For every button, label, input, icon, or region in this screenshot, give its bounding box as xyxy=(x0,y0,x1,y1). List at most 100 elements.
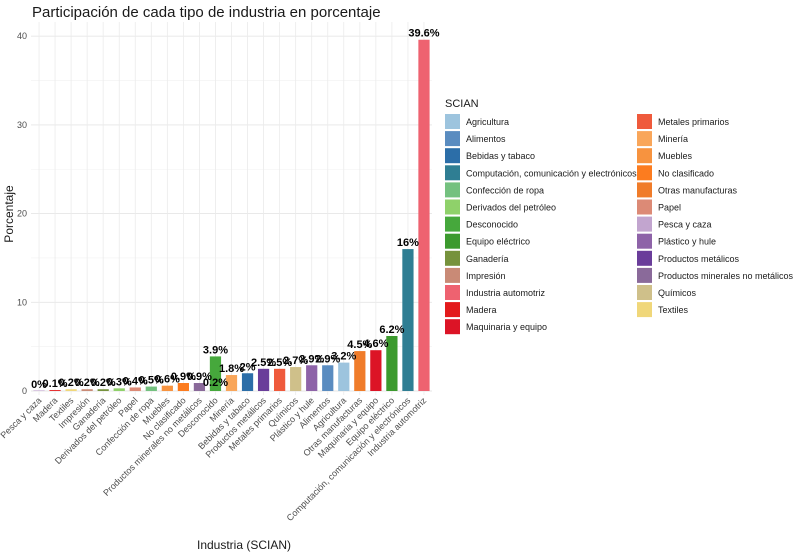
data-label: 4.5% xyxy=(347,339,372,351)
data-label: 0% xyxy=(31,379,47,391)
bar xyxy=(193,383,206,391)
legend-swatch xyxy=(445,182,460,198)
data-label: 0.2% xyxy=(75,377,100,389)
legend-swatch xyxy=(637,250,652,266)
bar xyxy=(177,383,189,391)
data-label: 2.5% xyxy=(267,357,292,369)
legend-swatch xyxy=(445,233,460,249)
legend-swatch xyxy=(637,131,652,147)
y-tick-label: 20 xyxy=(17,209,27,219)
legend-label: Industria automotriz xyxy=(466,288,546,298)
data-label-extra: 0.2% xyxy=(203,377,228,389)
bar xyxy=(386,336,398,391)
bar xyxy=(97,389,109,391)
bar xyxy=(129,387,141,391)
data-label: 3.2% xyxy=(331,351,356,363)
legend-label: Plástico y hule xyxy=(658,237,716,247)
y-tick-label: 10 xyxy=(17,297,27,307)
legend: Agricultura Alimentos Bebidas y tabaco Comp… xyxy=(445,114,794,335)
legend-label: Alimentos xyxy=(466,134,506,144)
legend-label: Papel xyxy=(658,203,681,213)
legend-label: Equipo eléctrico xyxy=(466,237,530,247)
bar xyxy=(225,375,238,391)
data-label: 0.2% xyxy=(59,377,84,389)
data-label: 0.2% xyxy=(91,377,116,389)
legend-label: Impresión xyxy=(466,271,506,281)
data-label: 16% xyxy=(397,237,419,249)
legend-swatch xyxy=(445,302,460,318)
legend-swatch xyxy=(637,216,652,232)
bar xyxy=(370,350,382,391)
legend-label: Otras manufacturas xyxy=(658,185,738,195)
legend-label: Computación, comunicación y electrónicos xyxy=(466,168,637,178)
bar xyxy=(49,390,61,391)
y-tick-label: 40 xyxy=(17,31,27,41)
legend-label: Bebidas y tabaco xyxy=(466,151,535,161)
bar xyxy=(274,368,286,391)
bar xyxy=(241,373,254,391)
legend-label: Productos metálicos xyxy=(658,254,740,264)
bar xyxy=(113,388,125,391)
y-tick-label: 30 xyxy=(17,120,27,130)
bar xyxy=(209,356,222,391)
legend-swatch xyxy=(637,148,652,164)
legend-swatch xyxy=(637,267,652,283)
legend-swatch xyxy=(637,302,652,318)
legend-label: Confección de ropa xyxy=(466,185,544,195)
legend-label: Madera xyxy=(466,305,497,315)
legend-label: Metales primarios xyxy=(658,117,730,127)
data-label: 0.1% xyxy=(43,378,68,390)
data-label: 0.3% xyxy=(107,376,132,388)
bar xyxy=(338,362,350,391)
data-label: 2.7% xyxy=(283,355,308,367)
data-label: 2.9% xyxy=(315,353,340,365)
legend-swatch xyxy=(445,285,460,300)
x-axis-ticks: Pesca y cazaMaderaTextilesImpresiónGanad… xyxy=(0,395,429,523)
legend-swatch xyxy=(637,233,652,249)
y-axis-ticks: 0 10 20 30 40 xyxy=(17,31,27,396)
legend-swatch xyxy=(637,165,652,181)
data-label: 0.9% xyxy=(187,371,212,383)
bar xyxy=(33,390,45,391)
legend-swatch xyxy=(637,114,652,129)
legend-swatch xyxy=(445,199,460,215)
data-label: 4.6% xyxy=(363,338,388,350)
legend-swatch xyxy=(637,285,652,300)
data-label: 0.9% xyxy=(171,371,196,383)
legend-label: Ganadería xyxy=(466,254,509,264)
bar xyxy=(145,386,157,391)
legend-label: Maquinaria y equipo xyxy=(466,322,547,332)
legend-swatch xyxy=(445,114,460,129)
legend-swatch xyxy=(445,319,460,335)
data-labels: 0%0.1%0.2%0.2%0.2%0.3%0.4%0.5%0.6%0.9%0.… xyxy=(31,28,440,391)
data-label: 1.8% xyxy=(219,363,244,375)
legend-label: No clasificado xyxy=(658,168,714,178)
x-axis-title: Industria (SCIAN) xyxy=(197,538,291,552)
bar xyxy=(354,351,366,391)
data-label: 6.2% xyxy=(379,324,404,336)
legend-swatch xyxy=(445,131,460,147)
legend-label: Minería xyxy=(658,134,688,144)
legend-swatch xyxy=(637,199,652,215)
legend-swatch xyxy=(445,216,460,232)
data-label: 3.9% xyxy=(203,344,228,356)
legend-label: Muebles xyxy=(658,151,693,161)
legend-swatch xyxy=(445,267,460,283)
legend-label: Desconocido xyxy=(466,220,518,230)
data-label: 2.5% xyxy=(251,357,276,369)
legend-label: Productos minerales no metálicos xyxy=(658,271,794,281)
legend-label: Textiles xyxy=(658,305,689,315)
legend-label: Derivados del petróleo xyxy=(466,203,556,213)
y-axis-title: Porcentaje xyxy=(2,185,16,243)
grid-lines xyxy=(31,22,432,395)
bar xyxy=(65,389,77,391)
legend-label: Químicos xyxy=(658,288,697,298)
y-tick-label: 0 xyxy=(22,386,27,396)
legend-swatch xyxy=(445,165,460,181)
data-label: 2.9% xyxy=(299,353,324,365)
legend-label: Agricultura xyxy=(466,117,509,127)
data-label: 39.6% xyxy=(408,28,439,40)
data-label: 0.6% xyxy=(155,374,180,386)
bar xyxy=(81,389,93,391)
chart-title: Participación de cada tipo de industria … xyxy=(32,4,381,21)
